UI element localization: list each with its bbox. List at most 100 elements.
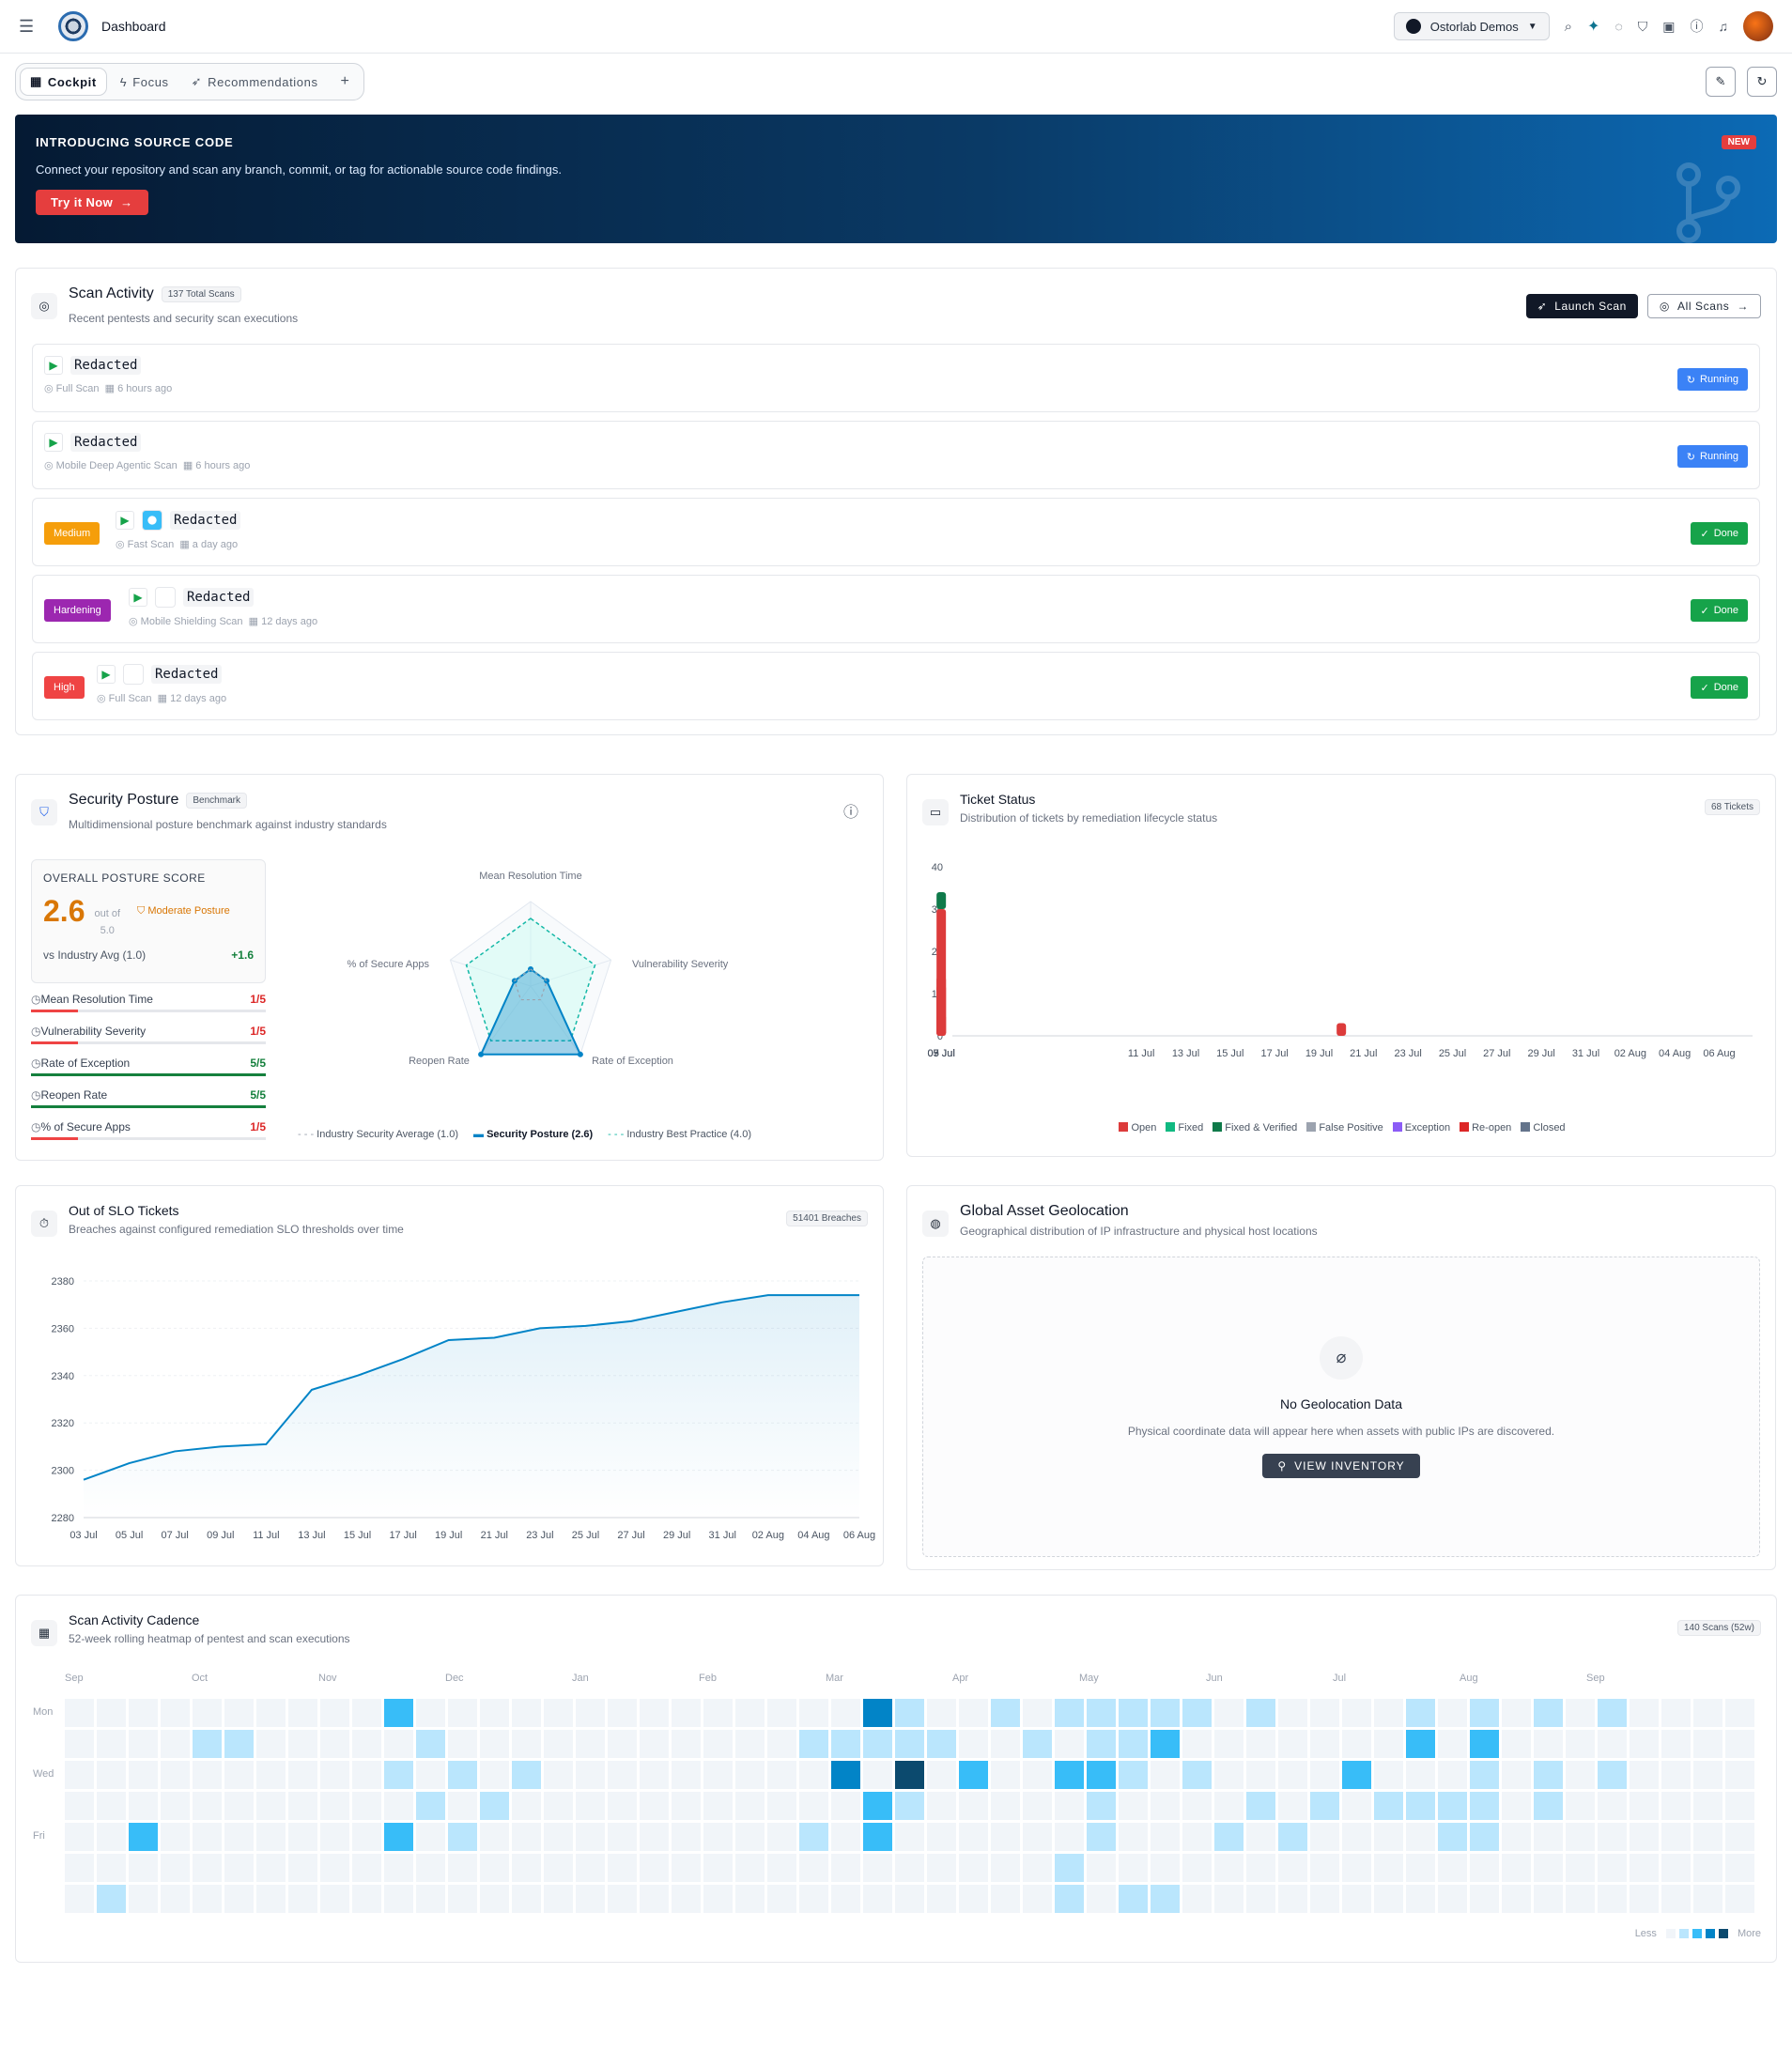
heatmap-cell[interactable] xyxy=(416,1761,445,1789)
heatmap-cell[interactable] xyxy=(1055,1823,1084,1851)
heatmap-cell[interactable] xyxy=(480,1823,509,1851)
heatmap-cell[interactable] xyxy=(352,1761,381,1789)
heatmap-cell[interactable] xyxy=(1182,1854,1212,1882)
tab-focus[interactable]: ϟ Focus xyxy=(111,69,178,95)
heatmap-cell[interactable] xyxy=(767,1792,796,1820)
info-icon[interactable]: ⓘ xyxy=(842,805,858,821)
heatmap-cell[interactable] xyxy=(129,1885,158,1913)
heatmap-cell[interactable] xyxy=(1374,1885,1403,1913)
heatmap-cell[interactable] xyxy=(1214,1730,1244,1758)
heatmap-cell[interactable] xyxy=(991,1823,1020,1851)
menu-icon[interactable]: ☰ xyxy=(19,16,35,36)
heatmap-cell[interactable] xyxy=(799,1885,828,1913)
heatmap-cell[interactable] xyxy=(1566,1730,1595,1758)
heatmap-cell[interactable] xyxy=(799,1823,828,1851)
heatmap-cell[interactable] xyxy=(1374,1792,1403,1820)
heatmap-cell[interactable] xyxy=(1693,1699,1722,1727)
heatmap-cell[interactable] xyxy=(1725,1699,1754,1727)
heatmap-cell[interactable] xyxy=(1630,1792,1659,1820)
heatmap-cell[interactable] xyxy=(991,1699,1020,1727)
heatmap-cell[interactable] xyxy=(352,1885,381,1913)
heatmap-cell[interactable] xyxy=(1502,1761,1531,1789)
heatmap-cell[interactable] xyxy=(1246,1761,1275,1789)
heatmap-cell[interactable] xyxy=(1725,1854,1754,1882)
heatmap-cell[interactable] xyxy=(799,1699,828,1727)
heatmap-cell[interactable] xyxy=(544,1792,573,1820)
heatmap-cell[interactable] xyxy=(640,1730,669,1758)
heatmap-cell[interactable] xyxy=(767,1761,796,1789)
chat-icon[interactable]: ◌ xyxy=(1614,19,1623,34)
heatmap-cell[interactable] xyxy=(1055,1730,1084,1758)
heatmap-cell[interactable] xyxy=(1023,1854,1052,1882)
heatmap-cell[interactable] xyxy=(1214,1854,1244,1882)
heatmap-cell[interactable] xyxy=(256,1792,286,1820)
heatmap-cell[interactable] xyxy=(65,1792,94,1820)
heatmap-cell[interactable] xyxy=(448,1792,477,1820)
heatmap-cell[interactable] xyxy=(1182,1761,1212,1789)
heatmap-cell[interactable] xyxy=(1566,1854,1595,1882)
heatmap-cell[interactable] xyxy=(256,1823,286,1851)
heatmap-cell[interactable] xyxy=(1342,1885,1371,1913)
heatmap-cell[interactable] xyxy=(65,1699,94,1727)
heatmap-cell[interactable] xyxy=(1246,1854,1275,1882)
scan-row[interactable]: ▶ Redacted ◎ Mobile Deep Agentic Scan ▦ 6… xyxy=(32,421,1760,489)
heatmap-cell[interactable] xyxy=(895,1792,924,1820)
heatmap-cell[interactable] xyxy=(991,1885,1020,1913)
heatmap-cell[interactable] xyxy=(384,1730,413,1758)
heatmap-cell[interactable] xyxy=(448,1699,477,1727)
heatmap-cell[interactable] xyxy=(703,1885,733,1913)
logo[interactable] xyxy=(58,11,88,41)
heatmap-cell[interactable] xyxy=(161,1792,190,1820)
heatmap-cell[interactable] xyxy=(1438,1854,1467,1882)
heatmap-cell[interactable] xyxy=(608,1854,637,1882)
heatmap-cell[interactable] xyxy=(544,1699,573,1727)
heatmap-cell[interactable] xyxy=(1470,1699,1499,1727)
heatmap-cell[interactable] xyxy=(1119,1730,1148,1758)
heatmap-cell[interactable] xyxy=(97,1885,126,1913)
heatmap-cell[interactable] xyxy=(352,1792,381,1820)
heatmap-cell[interactable] xyxy=(512,1699,541,1727)
heatmap-cell[interactable] xyxy=(1502,1854,1531,1882)
heatmap-cell[interactable] xyxy=(608,1699,637,1727)
sparkle-icon[interactable]: ✦ xyxy=(1587,19,1600,35)
heatmap-cell[interactable] xyxy=(193,1885,222,1913)
heatmap-cell[interactable] xyxy=(1534,1792,1563,1820)
heatmap-cell[interactable] xyxy=(288,1823,317,1851)
heatmap-cell[interactable] xyxy=(129,1823,158,1851)
heatmap-cell[interactable] xyxy=(640,1885,669,1913)
heatmap-cell[interactable] xyxy=(1725,1885,1754,1913)
heatmap-cell[interactable] xyxy=(1214,1823,1244,1851)
heatmap-cell[interactable] xyxy=(703,1823,733,1851)
heatmap-cell[interactable] xyxy=(193,1792,222,1820)
heatmap-cell[interactable] xyxy=(65,1885,94,1913)
heatmap-cell[interactable] xyxy=(991,1854,1020,1882)
heatmap-cell[interactable] xyxy=(608,1885,637,1913)
heatmap-cell[interactable] xyxy=(1502,1699,1531,1727)
heatmap-cell[interactable] xyxy=(640,1854,669,1882)
heatmap-cell[interactable] xyxy=(927,1885,956,1913)
heatmap-cell[interactable] xyxy=(544,1854,573,1882)
heatmap-cell[interactable] xyxy=(1278,1699,1307,1727)
heatmap-cell[interactable] xyxy=(735,1854,765,1882)
heatmap-cell[interactable] xyxy=(352,1854,381,1882)
heatmap-cell[interactable] xyxy=(1630,1699,1659,1727)
heatmap-cell[interactable] xyxy=(384,1761,413,1789)
heatmap-cell[interactable] xyxy=(1087,1823,1116,1851)
heatmap-cell[interactable] xyxy=(288,1730,317,1758)
heatmap-cell[interactable] xyxy=(1598,1885,1627,1913)
org-selector[interactable]: Ostorlab Demos ▼ xyxy=(1393,12,1550,40)
heatmap-cell[interactable] xyxy=(65,1854,94,1882)
heatmap-cell[interactable] xyxy=(735,1761,765,1789)
scan-row[interactable]: Medium ▶ Redacted ◎ Fast Scan ▦ a day ago ✓… xyxy=(32,498,1760,566)
legend-item[interactable]: Fixed & Verified xyxy=(1213,1122,1297,1133)
heatmap-cell[interactable] xyxy=(1438,1761,1467,1789)
heatmap-cell[interactable] xyxy=(129,1854,158,1882)
heatmap-cell[interactable] xyxy=(1470,1761,1499,1789)
heatmap-cell[interactable] xyxy=(1566,1761,1595,1789)
heatmap-cell[interactable] xyxy=(863,1854,892,1882)
heatmap-cell[interactable] xyxy=(1693,1885,1722,1913)
heatmap-cell[interactable] xyxy=(224,1885,254,1913)
heatmap-cell[interactable] xyxy=(416,1730,445,1758)
heatmap-cell[interactable] xyxy=(799,1761,828,1789)
heatmap-cell[interactable] xyxy=(1534,1730,1563,1758)
